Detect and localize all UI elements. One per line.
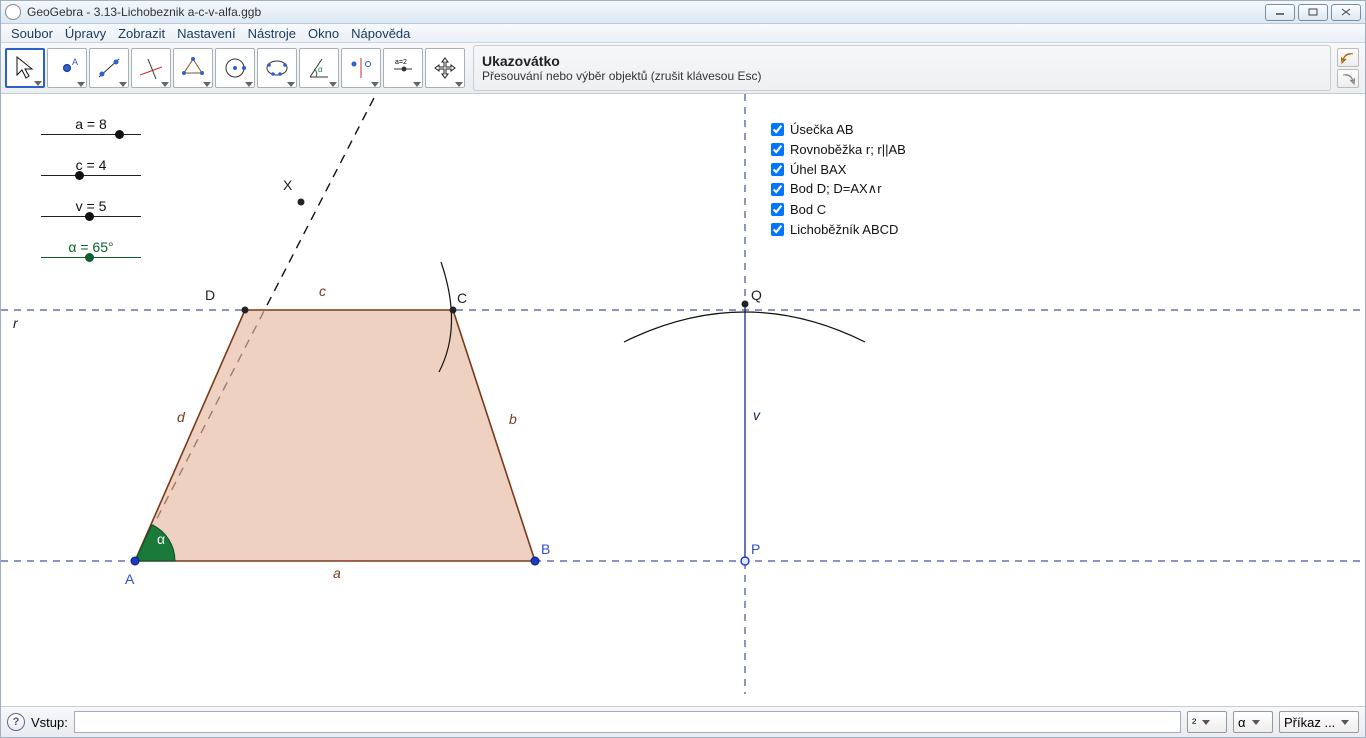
slider-label: a = 8 [41,116,141,132]
slider[interactable]: a = 8 [41,116,141,135]
construction-step-checkbox[interactable]: Bod C [771,199,906,219]
construction-steps-panel: Úsečka AB Rovnoběžka r; r||AB Úhel BAX Bod … [771,119,906,239]
checkbox[interactable] [771,163,784,176]
svg-text:α: α [157,531,165,547]
checkbox[interactable] [771,203,784,216]
construction-step-checkbox[interactable]: Rovnoběžka r; r||AB [771,139,906,159]
symbol-dropdown[interactable]: α [1233,711,1273,733]
exponent-dropdown[interactable]: ² [1187,711,1227,733]
tool-slider[interactable]: a=2 [383,48,423,88]
svg-text:P: P [751,541,760,557]
tool-reflect[interactable] [341,48,381,88]
checkbox-label: Bod D; D=AX∧r [790,181,882,197]
tool-info: Ukazovátko Přesouvání nebo výběr objektů… [473,45,1331,91]
svg-text:A: A [125,571,135,587]
checkbox-label: Úhel BAX [790,162,846,177]
slider[interactable]: c = 4 [41,157,141,176]
svg-text:A: A [72,57,78,67]
svg-text:v: v [753,407,761,423]
construction-canvas: α A B C D X P Qa b c d r v [1,94,1365,694]
checkbox[interactable] [771,143,784,156]
svg-text:a: a [333,565,341,581]
menu-okno[interactable]: Okno [304,26,343,41]
minimize-button[interactable] [1265,4,1295,21]
checkbox[interactable] [771,223,784,236]
checkbox-label: Lichoběžník ABCD [790,222,898,237]
checkbox-label: Úsečka AB [790,122,854,137]
tool-pointer[interactable] [5,48,45,88]
construction-step-checkbox[interactable]: Úhel BAX [771,159,906,179]
tool-move-view[interactable] [425,48,465,88]
close-button[interactable] [1331,4,1361,21]
menu-nástroje[interactable]: Nástroje [244,26,300,41]
input-label: Vstup: [31,715,68,730]
app-window: GeoGebra - 3.13-Lichobeznik a-c-v-alfa.g… [0,0,1366,738]
construction-step-checkbox[interactable]: Bod D; D=AX∧r [771,179,906,199]
svg-text:X: X [283,177,293,193]
checkbox-label: Rovnoběžka r; r||AB [790,142,906,157]
svg-text:a=2: a=2 [395,59,407,66]
toolbar: A α a=2 [1,43,1365,94]
svg-text:d: d [177,409,186,425]
menu-nápověda[interactable]: Nápověda [347,26,414,41]
slider[interactable]: α = 65° [41,239,141,258]
menu-soubor[interactable]: Soubor [7,26,57,41]
svg-text:D: D [205,287,215,303]
tool-info-desc: Přesouvání nebo výběr objektů (zrušit kl… [482,69,1322,83]
construction-step-checkbox[interactable]: Lichoběžník ABCD [771,219,906,239]
help-icon[interactable]: ? [7,713,25,731]
tool-conic[interactable] [257,48,297,88]
svg-text:c: c [319,283,326,299]
menu-zobrazit[interactable]: Zobrazit [114,26,169,41]
command-dropdown[interactable]: Příkaz ... [1279,711,1359,733]
svg-text:C: C [457,290,467,306]
svg-text:B: B [541,541,550,557]
command-input[interactable] [74,711,1181,733]
maximize-button[interactable] [1298,4,1328,21]
redo-button[interactable] [1337,69,1359,88]
tool-circle[interactable] [215,48,255,88]
titlebar[interactable]: GeoGebra - 3.13-Lichobeznik a-c-v-alfa.g… [1,1,1365,24]
slider-label: c = 4 [41,157,141,173]
app-icon [5,4,21,20]
svg-text:Q: Q [751,287,762,303]
menubar[interactable]: Soubor Úpravy Zobrazit Nastavení Nástroje Okn… [1,24,1365,43]
window-title: GeoGebra - 3.13-Lichobeznik a-c-v-alfa.g… [27,5,261,19]
tool-perpendicular[interactable] [131,48,171,88]
graphics-view[interactable]: α A B C D X P Qa b c d r v a = 8 c = 4 v = 5 α = 65° Ús… [1,94,1365,706]
sliders-panel: a = 8 c = 4 v = 5 α = 65° [41,116,141,280]
svg-text:r: r [13,315,19,331]
tool-info-title: Ukazovátko [482,53,1322,69]
tool-point[interactable]: A [47,48,87,88]
tool-line[interactable] [89,48,129,88]
slider[interactable]: v = 5 [41,198,141,217]
svg-text:α: α [318,65,323,74]
undo-button[interactable] [1337,48,1359,67]
construction-step-checkbox[interactable]: Úsečka AB [771,119,906,139]
tool-angle[interactable]: α [299,48,339,88]
checkbox[interactable] [771,183,784,196]
checkbox-label: Bod C [790,202,826,217]
tool-polygon[interactable] [173,48,213,88]
input-bar: ? Vstup: ² α Příkaz ... [1,706,1365,737]
menu-úpravy[interactable]: Úpravy [61,26,110,41]
checkbox[interactable] [771,123,784,136]
menu-nastavení[interactable]: Nastavení [173,26,240,41]
svg-text:b: b [509,411,517,427]
